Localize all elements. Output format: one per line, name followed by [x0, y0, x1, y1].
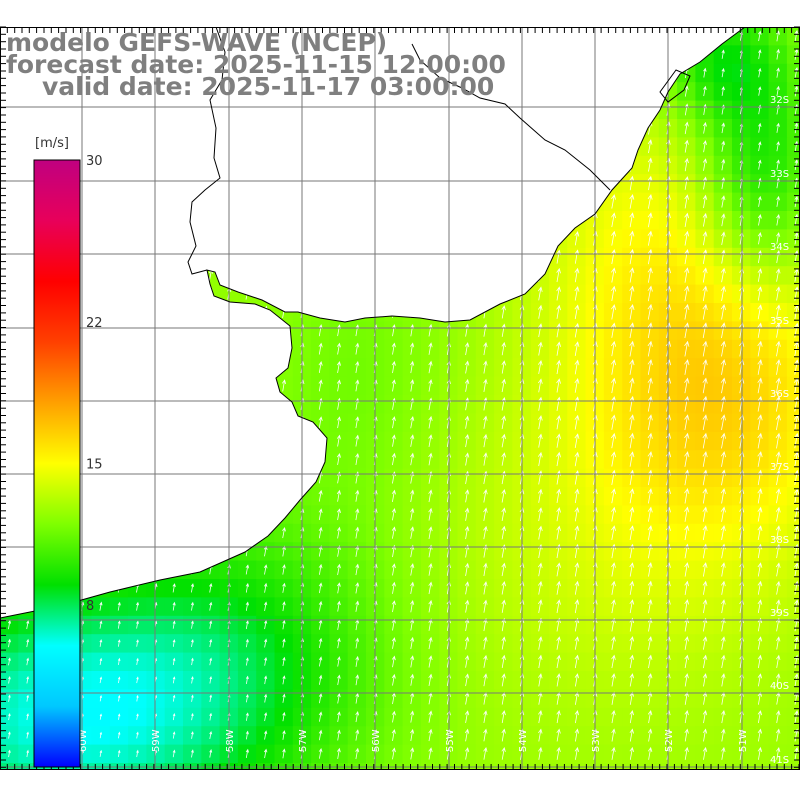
lon-label: 52W [664, 729, 675, 752]
lat-label: 34S [770, 242, 789, 253]
lat-label: 32S [770, 95, 789, 106]
coastline [0, 27, 746, 619]
lat-label: 36S [770, 389, 789, 400]
colorbar-unit: [m/s] [35, 136, 69, 151]
lon-label: 57W [298, 729, 309, 752]
lon-label: 56W [371, 729, 382, 752]
colorbar-tick-label: 30 [86, 154, 103, 169]
colorbar-bar [33, 159, 81, 768]
lat-label: 39S [770, 608, 789, 619]
land-mass [0, 27, 745, 618]
lat-label: 38S [770, 535, 789, 546]
lon-label: 55W [445, 729, 456, 752]
lon-label: 53W [591, 729, 602, 752]
lon-label: 54W [518, 729, 529, 752]
border-uruguay-brazil [411, 43, 611, 191]
lon-label: 59W [151, 729, 162, 752]
model-title: modelo GEFS-WAVE (NCEP) [6, 28, 388, 57]
graticule [0, 27, 800, 770]
colorbar-tick-label: 8 [86, 599, 94, 614]
lon-label: 51W [738, 729, 749, 752]
colorbar-tick-label: 15 [86, 458, 103, 473]
lat-label: 41S [770, 755, 789, 766]
lat-label: 33S [770, 169, 789, 180]
lat-label: 35S [770, 316, 789, 327]
lat-label: 40S [770, 681, 789, 692]
border-argentina-uruguay [187, 27, 226, 275]
colorbar-tick-label: 22 [86, 316, 103, 331]
valid-date: valid date: 2025-11-17 03:00:00 [42, 72, 495, 101]
colorbar: [m/s] 30 22 15 8 [33, 136, 103, 768]
lon-label: 60W [78, 729, 89, 752]
lon-label: 58W [225, 729, 236, 752]
lat-label: 37S [770, 462, 789, 473]
lagoon-outline [659, 69, 691, 103]
forecast-date: forecast date: 2025-11-15 12:00:00 [6, 50, 506, 79]
